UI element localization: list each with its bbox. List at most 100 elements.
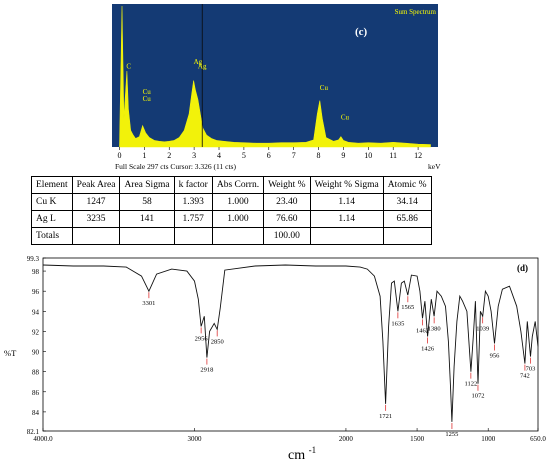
ftir-peak-label: 703	[526, 366, 536, 373]
table-cell: 3235	[71, 210, 121, 228]
eds-x-tick-label: 4	[217, 151, 221, 160]
table-cell: 1.393	[173, 193, 213, 211]
table-cell	[71, 227, 121, 245]
ftir-peak-label: 1072	[472, 393, 485, 400]
eds-status-line: Full Scale 297 cts Cursor: 3.326 (11 cts…	[115, 162, 236, 171]
ftir-plot-frame	[42, 257, 539, 432]
eds-x-tick-label: 10	[364, 151, 372, 160]
eds-x-tick-label: 5	[242, 151, 246, 160]
table-row: Ag L 3235 141 1.757 1.000 76.60 1.14 65.…	[31, 210, 432, 228]
table-cell: Ag L	[31, 210, 73, 228]
ftir-peak-label: 1122	[465, 381, 478, 388]
ftir-peak-label: 1721	[379, 413, 392, 420]
eds-peak-label: Cu	[341, 114, 350, 122]
ftir-x-tick-label: 4000.0	[33, 435, 53, 443]
table-cell: 1.000	[211, 193, 265, 211]
ftir-x-tick-label: 650.0	[530, 435, 546, 443]
ftir-x-tick-label: 1500	[410, 435, 425, 443]
table-cell: 1.000	[211, 210, 265, 228]
eds-peak-label: C	[126, 63, 131, 71]
table-header-row: Element Peak Area Area Sigma k factor Ab…	[31, 176, 432, 194]
eds-spectrum-fill	[119, 5, 431, 148]
table-row: Totals 100.00	[31, 227, 432, 245]
ftir-y-tick-label: 94	[32, 308, 40, 316]
eds-plot-background	[112, 4, 438, 147]
ftir-x-tick-label: 1000	[481, 435, 496, 443]
ftir-peak-label: 1635	[391, 320, 404, 327]
table-cell: 34.14	[382, 193, 432, 211]
ftir-y-tick-label: 98	[32, 268, 40, 276]
header-weight-percent: Weight %	[263, 176, 311, 194]
table-cell: 1247	[71, 193, 121, 211]
eds-peak-label: Cu	[143, 95, 152, 103]
header-weight-sigma: Weight % Sigma	[309, 176, 384, 194]
eds-x-tick-label: 11	[389, 151, 397, 160]
header-k-factor: k factor	[173, 176, 213, 194]
header-area-sigma: Area Sigma	[119, 176, 175, 194]
table-cell: 1.14	[309, 193, 384, 211]
table-cell: 58	[119, 193, 175, 211]
ftir-y-tick-label: 86	[32, 389, 40, 397]
table-cell: Totals	[31, 227, 73, 245]
ftir-y-tick-label: 92	[32, 328, 40, 336]
ftir-peak-label: 2918	[200, 367, 213, 374]
eds-x-tick-label: 7	[292, 151, 296, 160]
eds-x-tick-label: 0	[118, 151, 122, 160]
table-cell	[119, 227, 175, 245]
ftir-y-tick-label: 84	[32, 409, 40, 417]
header-element: Element	[31, 176, 73, 194]
ftir-y-tick-label: 82.1	[27, 428, 40, 436]
eds-x-tick-label: 2	[167, 151, 171, 160]
ftir-x-axis-unit: cm	[288, 448, 305, 463]
ftir-peak-label: 1462	[416, 327, 429, 334]
ftir-spectrum-line	[42, 264, 539, 422]
ftir-x-tick-label: 3000	[188, 435, 203, 443]
header-peak-area: Peak Area	[71, 176, 121, 194]
table-cell	[309, 227, 384, 245]
table-cell: 141	[119, 210, 175, 228]
ftir-peak-label: 1380	[428, 325, 441, 332]
ftir-y-tick-label: 88	[32, 369, 40, 377]
ftir-x-axis-label: cm -1	[288, 445, 316, 463]
ftir-peak-label: 2956	[195, 335, 209, 342]
ftir-y-tick-label: 90	[32, 349, 40, 357]
table-row: Cu K 1247 58 1.393 1.000 23.40 1.14 34.1…	[31, 193, 432, 211]
eds-x-tick-label: 6	[267, 151, 271, 160]
eds-peak-label: Cu	[320, 84, 329, 92]
eds-panel-label: (c)	[355, 26, 368, 38]
ftir-peak-label: 2850	[211, 338, 224, 345]
table-cell: 1.14	[309, 210, 384, 228]
table-cell	[382, 227, 432, 245]
table-cell: 23.40	[263, 193, 311, 211]
ftir-y-axis-label: %T	[4, 348, 17, 358]
eds-x-tick-label: 9	[341, 151, 345, 160]
eds-peak-label: Ag	[194, 58, 203, 66]
ftir-peak-label: 1255	[445, 431, 458, 438]
table-cell	[211, 227, 265, 245]
eds-x-unit: keV	[428, 162, 441, 171]
eds-corner-label: Sum Spectrum	[395, 8, 437, 16]
ftir-peak-label: 3301	[142, 300, 155, 307]
eds-x-tick-label: 12	[414, 151, 422, 160]
ftir-peak-label: 1426	[421, 346, 435, 353]
eds-peak-label: Ag	[198, 63, 207, 71]
ftir-peak-label: 1039	[476, 325, 489, 332]
table-cell	[173, 227, 213, 245]
ftir-peak-label: 956	[490, 353, 501, 360]
ftir-y-tick-label: 99.3	[27, 255, 40, 263]
ftir-y-tick-label: 96	[32, 288, 40, 296]
table-cell: 65.86	[382, 210, 432, 228]
ftir-peak-label: 1565	[401, 304, 414, 311]
table-cell: 1.757	[173, 210, 213, 228]
eds-x-tick-label: 8	[317, 151, 321, 160]
eds-peak-label: Cu	[143, 88, 152, 96]
quantification-table: Element Peak Area Area Sigma k factor Ab…	[31, 176, 432, 245]
eds-x-tick-label: 3	[192, 151, 196, 160]
table-cell: 100.00	[263, 227, 311, 245]
ftir-panel-label: (d)	[517, 263, 528, 273]
table-cell: 76.60	[263, 210, 311, 228]
table-cell: Cu K	[31, 193, 73, 211]
eds-x-tick-label: 1	[142, 151, 146, 160]
